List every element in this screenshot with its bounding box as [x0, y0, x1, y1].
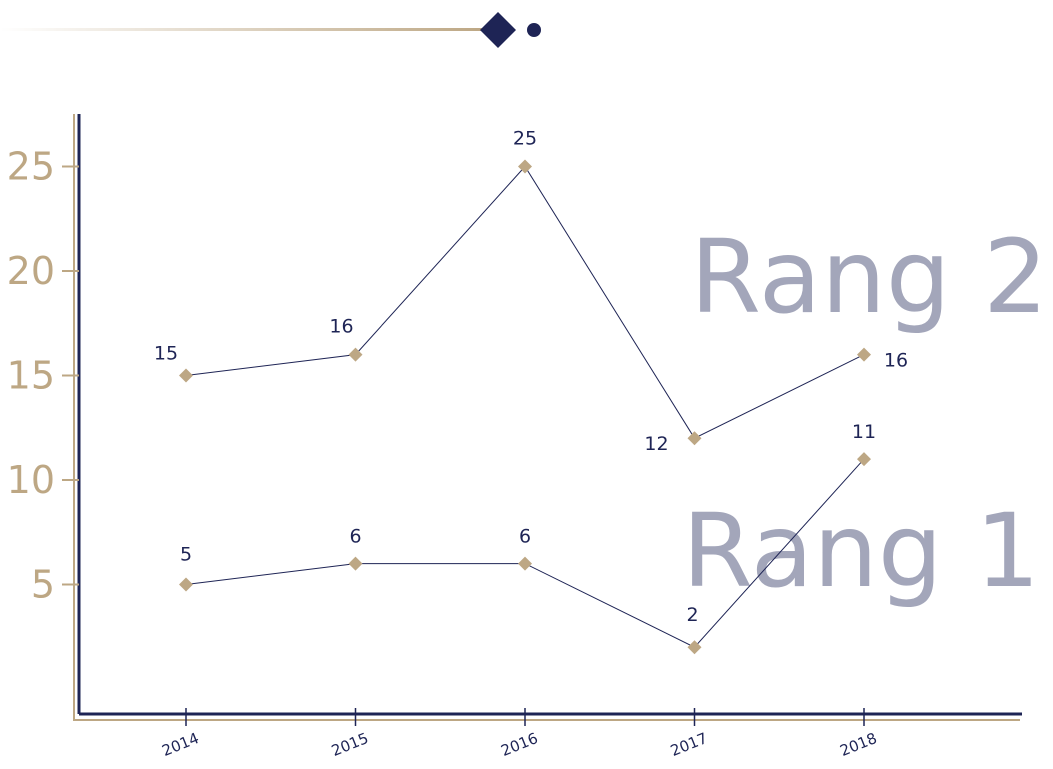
data-point-marker: [857, 347, 871, 362]
chart-axes: [73, 114, 1022, 721]
data-value-label: 16: [329, 316, 353, 338]
data-point-marker: [348, 556, 363, 571]
x-tick-label: 2017: [668, 729, 710, 760]
data-markers: [179, 159, 871, 655]
x-axis-ticks: 2014 2015 2016 2017 2018: [159, 708, 879, 760]
header-rule: [0, 28, 485, 31]
y-tick-label: 5: [31, 563, 55, 607]
x-tick-label: 2016: [498, 729, 540, 760]
data-value-label: 12: [644, 433, 668, 455]
data-value-label: 6: [349, 526, 361, 548]
data-point-marker: [857, 452, 871, 467]
data-value-label: 15: [154, 343, 178, 365]
data-point-marker: [179, 368, 193, 383]
header-decoration: [0, 12, 541, 48]
data-value-label: 25: [513, 128, 537, 150]
data-point-marker: [687, 431, 702, 446]
data-value-label: 16: [884, 350, 908, 372]
y-tick-label: 15: [7, 354, 55, 398]
data-point-marker: [687, 640, 702, 655]
data-value-label: 11: [852, 421, 876, 443]
series-names: Rang 2 Rang 1: [682, 218, 1048, 611]
data-point-marker: [179, 577, 193, 592]
series-name-label: Rang 1: [682, 492, 1040, 611]
x-tick-label: 2018: [837, 729, 879, 760]
data-point-marker: [518, 159, 532, 174]
data-point-marker: [348, 347, 363, 362]
header-dot-icon: [527, 23, 541, 37]
data-value-label: 6: [519, 526, 531, 548]
y-tick-label: 20: [7, 249, 55, 293]
y-tick-label: 10: [7, 458, 55, 502]
data-value-label: 2: [686, 604, 698, 626]
x-tick-label: 2014: [159, 729, 201, 760]
y-axis-ticks: 5 10 15 20 25: [7, 145, 79, 607]
header-diamond-icon: [480, 12, 516, 48]
data-point-marker: [518, 556, 532, 571]
data-value-label: 5: [180, 544, 192, 566]
y-tick-label: 25: [7, 145, 55, 189]
data-labels: 15 16 25 12 16 5 6 6 2 11: [154, 128, 908, 627]
x-tick-label: 2015: [329, 729, 371, 760]
series-name-label: Rang 2: [690, 218, 1048, 337]
